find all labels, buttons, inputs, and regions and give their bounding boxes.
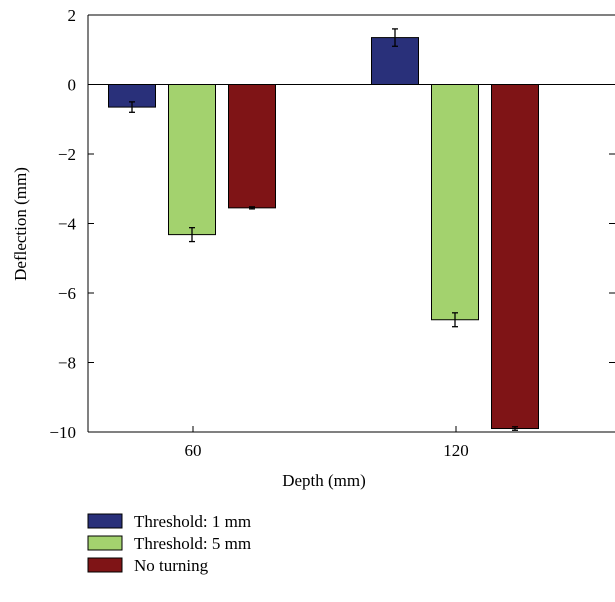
legend-label: Threshold: 5 mm [134,534,251,553]
legend-label: Threshold: 1 mm [134,512,251,531]
legend-swatch [87,513,123,529]
bar [168,84,216,236]
y-tick-label: −6 [58,284,76,303]
legend-swatch [87,557,123,573]
plot-area [87,14,615,433]
y-tick-label: −2 [58,145,76,164]
y-tick-label: 2 [68,6,77,25]
bar [491,84,539,430]
y-tick-label: −10 [49,423,76,442]
legend-swatch [87,535,123,551]
x-tick-label: 120 [443,441,469,460]
y-tick-label: 0 [68,76,77,95]
legend-label: No turning [134,556,209,575]
x-axis-label: Depth (mm) [282,471,366,490]
y-axis-ticks: 2 0 −2 −4 −6 −8 −10 [49,6,615,442]
y-axis-label: Deflection (mm) [11,167,30,281]
x-tick-label: 60 [185,441,202,460]
y-tick-label: −4 [58,215,77,234]
y-tick-label: −8 [58,354,76,373]
bar [431,84,479,321]
x-axis-ticks: 60 120 [185,426,469,460]
legend: Threshold: 1 mm Threshold: 5 mm No turning [87,512,251,575]
bar [228,84,276,209]
